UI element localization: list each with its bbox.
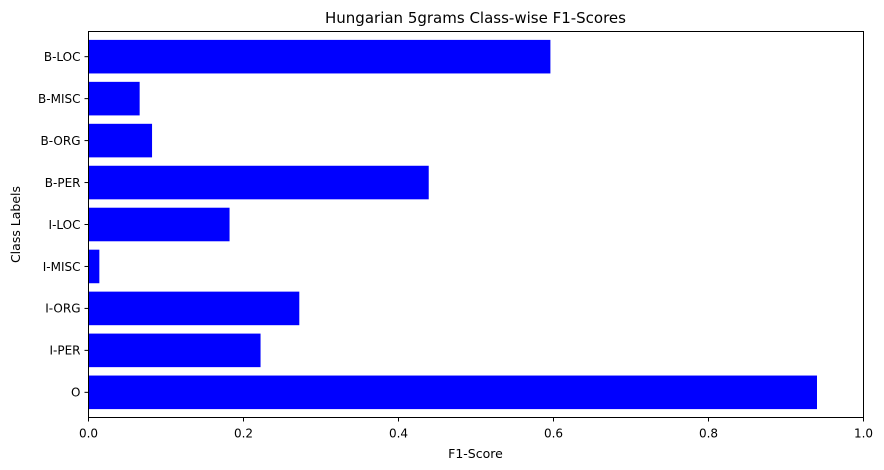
x-tick-label: 1.0 (854, 427, 873, 441)
y-axis: B-LOC B-MISC B-ORG B-PER I-LOC I-MISC I-ORG I-P… (38, 50, 89, 400)
x-axis: 0.0 0.2 0.4 0.6 0.8 1.0 (79, 417, 873, 441)
y-tick-label: I-PER (49, 344, 80, 358)
bar-i-per (88, 333, 261, 368)
y-tick-label: I-MISC (43, 260, 81, 274)
y-tick-label: O (71, 386, 80, 400)
bar-o (88, 375, 817, 410)
y-tick-label: B-PER (45, 176, 81, 190)
bar-i-loc (88, 207, 230, 242)
bar-i-org (88, 291, 300, 326)
y-tick-label: I-LOC (49, 218, 81, 232)
bar-b-loc (88, 39, 551, 74)
y-tick-label: I-ORG (45, 302, 80, 316)
bar-b-org (88, 123, 153, 158)
y-tick-label: B-MISC (38, 92, 80, 106)
chart-title: Hungarian 5grams Class-wise F1-Scores (325, 9, 626, 27)
x-tick-label: 0.0 (79, 427, 98, 441)
x-tick-label: 0.6 (544, 427, 563, 441)
y-tick-label: B-LOC (44, 50, 81, 64)
x-axis-label: F1-Score (448, 446, 503, 461)
y-tick-label: B-ORG (41, 134, 81, 148)
bar-b-per (88, 165, 429, 200)
x-tick-label: 0.8 (699, 427, 718, 441)
bars-group (88, 39, 817, 410)
x-tick-label: 0.2 (234, 427, 253, 441)
y-axis-label: Class Labels (8, 186, 23, 263)
x-tick-label: 0.4 (389, 427, 408, 441)
bar-b-misc (88, 81, 140, 116)
bar-i-misc (88, 249, 100, 284)
